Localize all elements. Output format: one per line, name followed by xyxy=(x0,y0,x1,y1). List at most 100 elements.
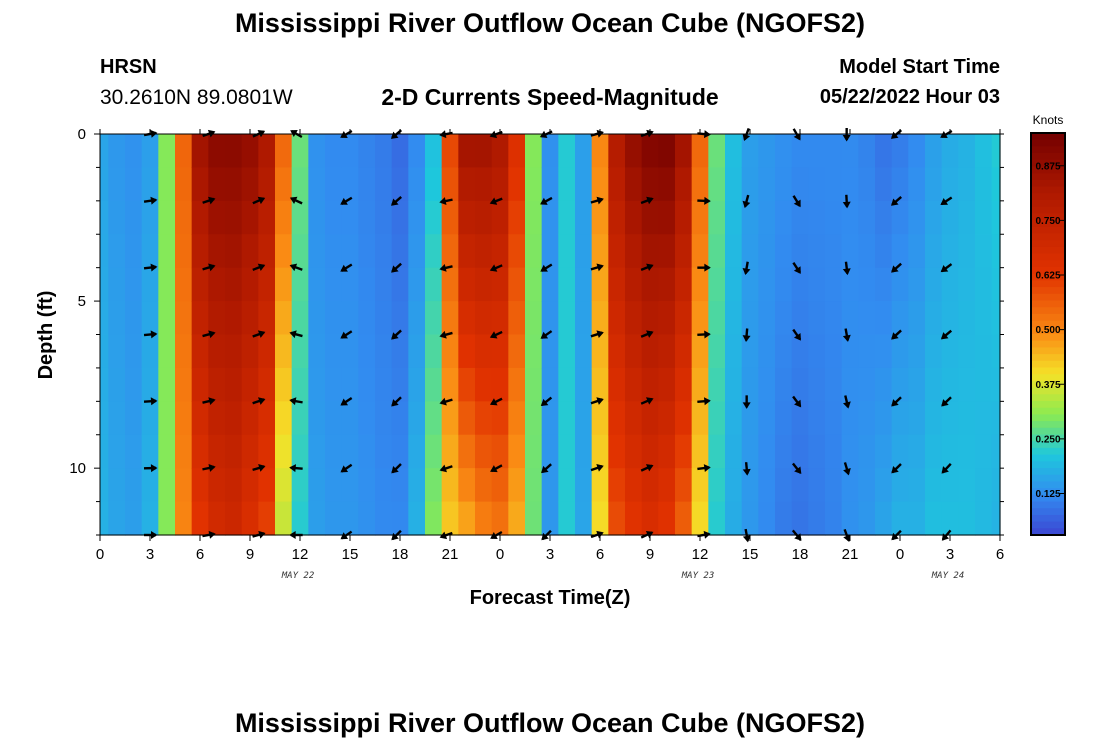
heatmap-cell xyxy=(141,367,159,402)
heatmap-cell xyxy=(991,301,1001,336)
vector-head xyxy=(596,263,604,272)
heatmap-cell xyxy=(375,301,393,336)
heatmap-cell xyxy=(425,167,443,202)
heatmap-cell xyxy=(225,200,243,235)
heatmap-cell xyxy=(841,234,859,269)
heatmap-cell xyxy=(858,200,876,235)
heatmap-cell xyxy=(808,434,826,469)
heatmap-cell xyxy=(225,434,243,469)
heatmap-cell xyxy=(558,167,576,202)
heatmap-cell xyxy=(608,200,626,235)
heatmap-cell xyxy=(508,234,526,269)
heatmap-cell xyxy=(825,501,843,536)
heatmap-cell xyxy=(475,367,493,402)
heatmap-cell xyxy=(725,401,743,436)
vector-head xyxy=(596,196,604,205)
colorbar-segment xyxy=(1031,307,1065,315)
vector-head xyxy=(340,465,349,473)
vector-head xyxy=(289,330,297,339)
heatmap-cell xyxy=(958,200,976,235)
heatmap-cell xyxy=(825,367,843,402)
vector-head xyxy=(842,334,851,342)
heatmap-cell xyxy=(175,434,193,469)
vector-head xyxy=(258,464,266,472)
heatmap-cell xyxy=(691,501,709,536)
heatmap-cell xyxy=(708,501,726,536)
heatmap-cell xyxy=(925,167,943,202)
date-label: MAY 22 xyxy=(281,571,315,581)
heatmap-cell xyxy=(941,167,959,202)
heatmap-cell xyxy=(508,434,526,469)
heatmap-cell xyxy=(391,434,409,469)
vector-head xyxy=(340,264,348,272)
heatmap-cell xyxy=(358,301,376,336)
heatmap-cell xyxy=(458,468,476,503)
x-tick-label: 3 xyxy=(946,546,954,563)
current-vector xyxy=(842,261,851,276)
heatmap-cell xyxy=(725,167,743,202)
heatmap-cell xyxy=(208,468,226,503)
heatmap-cell xyxy=(575,234,593,269)
heatmap-cell xyxy=(675,134,693,169)
heatmap-cell xyxy=(358,234,376,269)
heatmap-cell xyxy=(591,234,609,269)
heatmap-cell xyxy=(658,401,676,436)
heatmap-cell xyxy=(641,134,659,169)
heatmap-cell xyxy=(258,501,276,536)
colorbar-tick-label: 0.500 xyxy=(1035,325,1060,336)
heatmap-cell xyxy=(825,434,843,469)
heatmap-cell xyxy=(908,200,926,235)
heatmap-cell xyxy=(375,401,393,436)
heatmap-cell xyxy=(341,501,359,536)
heatmap-cell xyxy=(458,401,476,436)
heatmap-cell xyxy=(175,501,193,536)
heatmap-cell xyxy=(841,200,859,235)
heatmap-cell xyxy=(841,301,859,336)
heatmap-cell xyxy=(541,401,559,436)
heatmap-cell xyxy=(908,267,926,302)
colorbar-segment xyxy=(1031,200,1065,208)
current-vector xyxy=(202,263,216,272)
heatmap-cell xyxy=(458,234,476,269)
heatmap-cell xyxy=(941,134,959,169)
current-vector xyxy=(252,464,266,472)
heatmap-cell xyxy=(941,301,959,336)
heatmap-cell xyxy=(125,301,143,336)
heatmap-cell xyxy=(375,234,393,269)
heatmap-cell xyxy=(825,401,843,436)
vector-head xyxy=(541,465,549,474)
heatmap-cell xyxy=(308,367,326,402)
heatmap-cell xyxy=(558,501,576,536)
heatmap-cell xyxy=(491,167,509,202)
heatmap-cell xyxy=(275,267,293,302)
heatmap-cell xyxy=(908,334,926,369)
current-vector xyxy=(940,263,953,273)
heatmap-cell xyxy=(475,334,493,369)
heatmap-cell xyxy=(425,401,443,436)
vector-head xyxy=(540,264,548,272)
heatmap-cell xyxy=(841,367,859,402)
current-vector xyxy=(340,463,353,473)
vector-head xyxy=(891,332,899,340)
current-vector xyxy=(489,397,503,406)
current-vector xyxy=(541,463,552,474)
vector-head xyxy=(742,267,751,276)
heatmap-cell xyxy=(508,334,526,369)
heatmap-cell xyxy=(741,134,759,169)
vector-head xyxy=(390,198,399,206)
colorbar-segment xyxy=(1031,153,1065,161)
colorbar-segment xyxy=(1031,427,1065,436)
heatmap-cell xyxy=(275,234,293,269)
heatmap-cell xyxy=(108,501,126,536)
heatmap-cell xyxy=(758,468,776,503)
x-tick-label: 3 xyxy=(146,546,154,563)
heatmap-cell xyxy=(741,468,759,503)
colorbar-segment xyxy=(1031,179,1065,188)
heatmap-cell xyxy=(125,401,143,436)
current-vector xyxy=(340,330,353,339)
heatmap-cell xyxy=(125,434,143,469)
heatmap-cell xyxy=(991,334,1001,369)
heatmap-cell xyxy=(241,434,259,469)
heatmap-cell xyxy=(725,367,743,402)
chart-title: Mississippi River Outflow Ocean Cube (NG… xyxy=(234,8,866,38)
